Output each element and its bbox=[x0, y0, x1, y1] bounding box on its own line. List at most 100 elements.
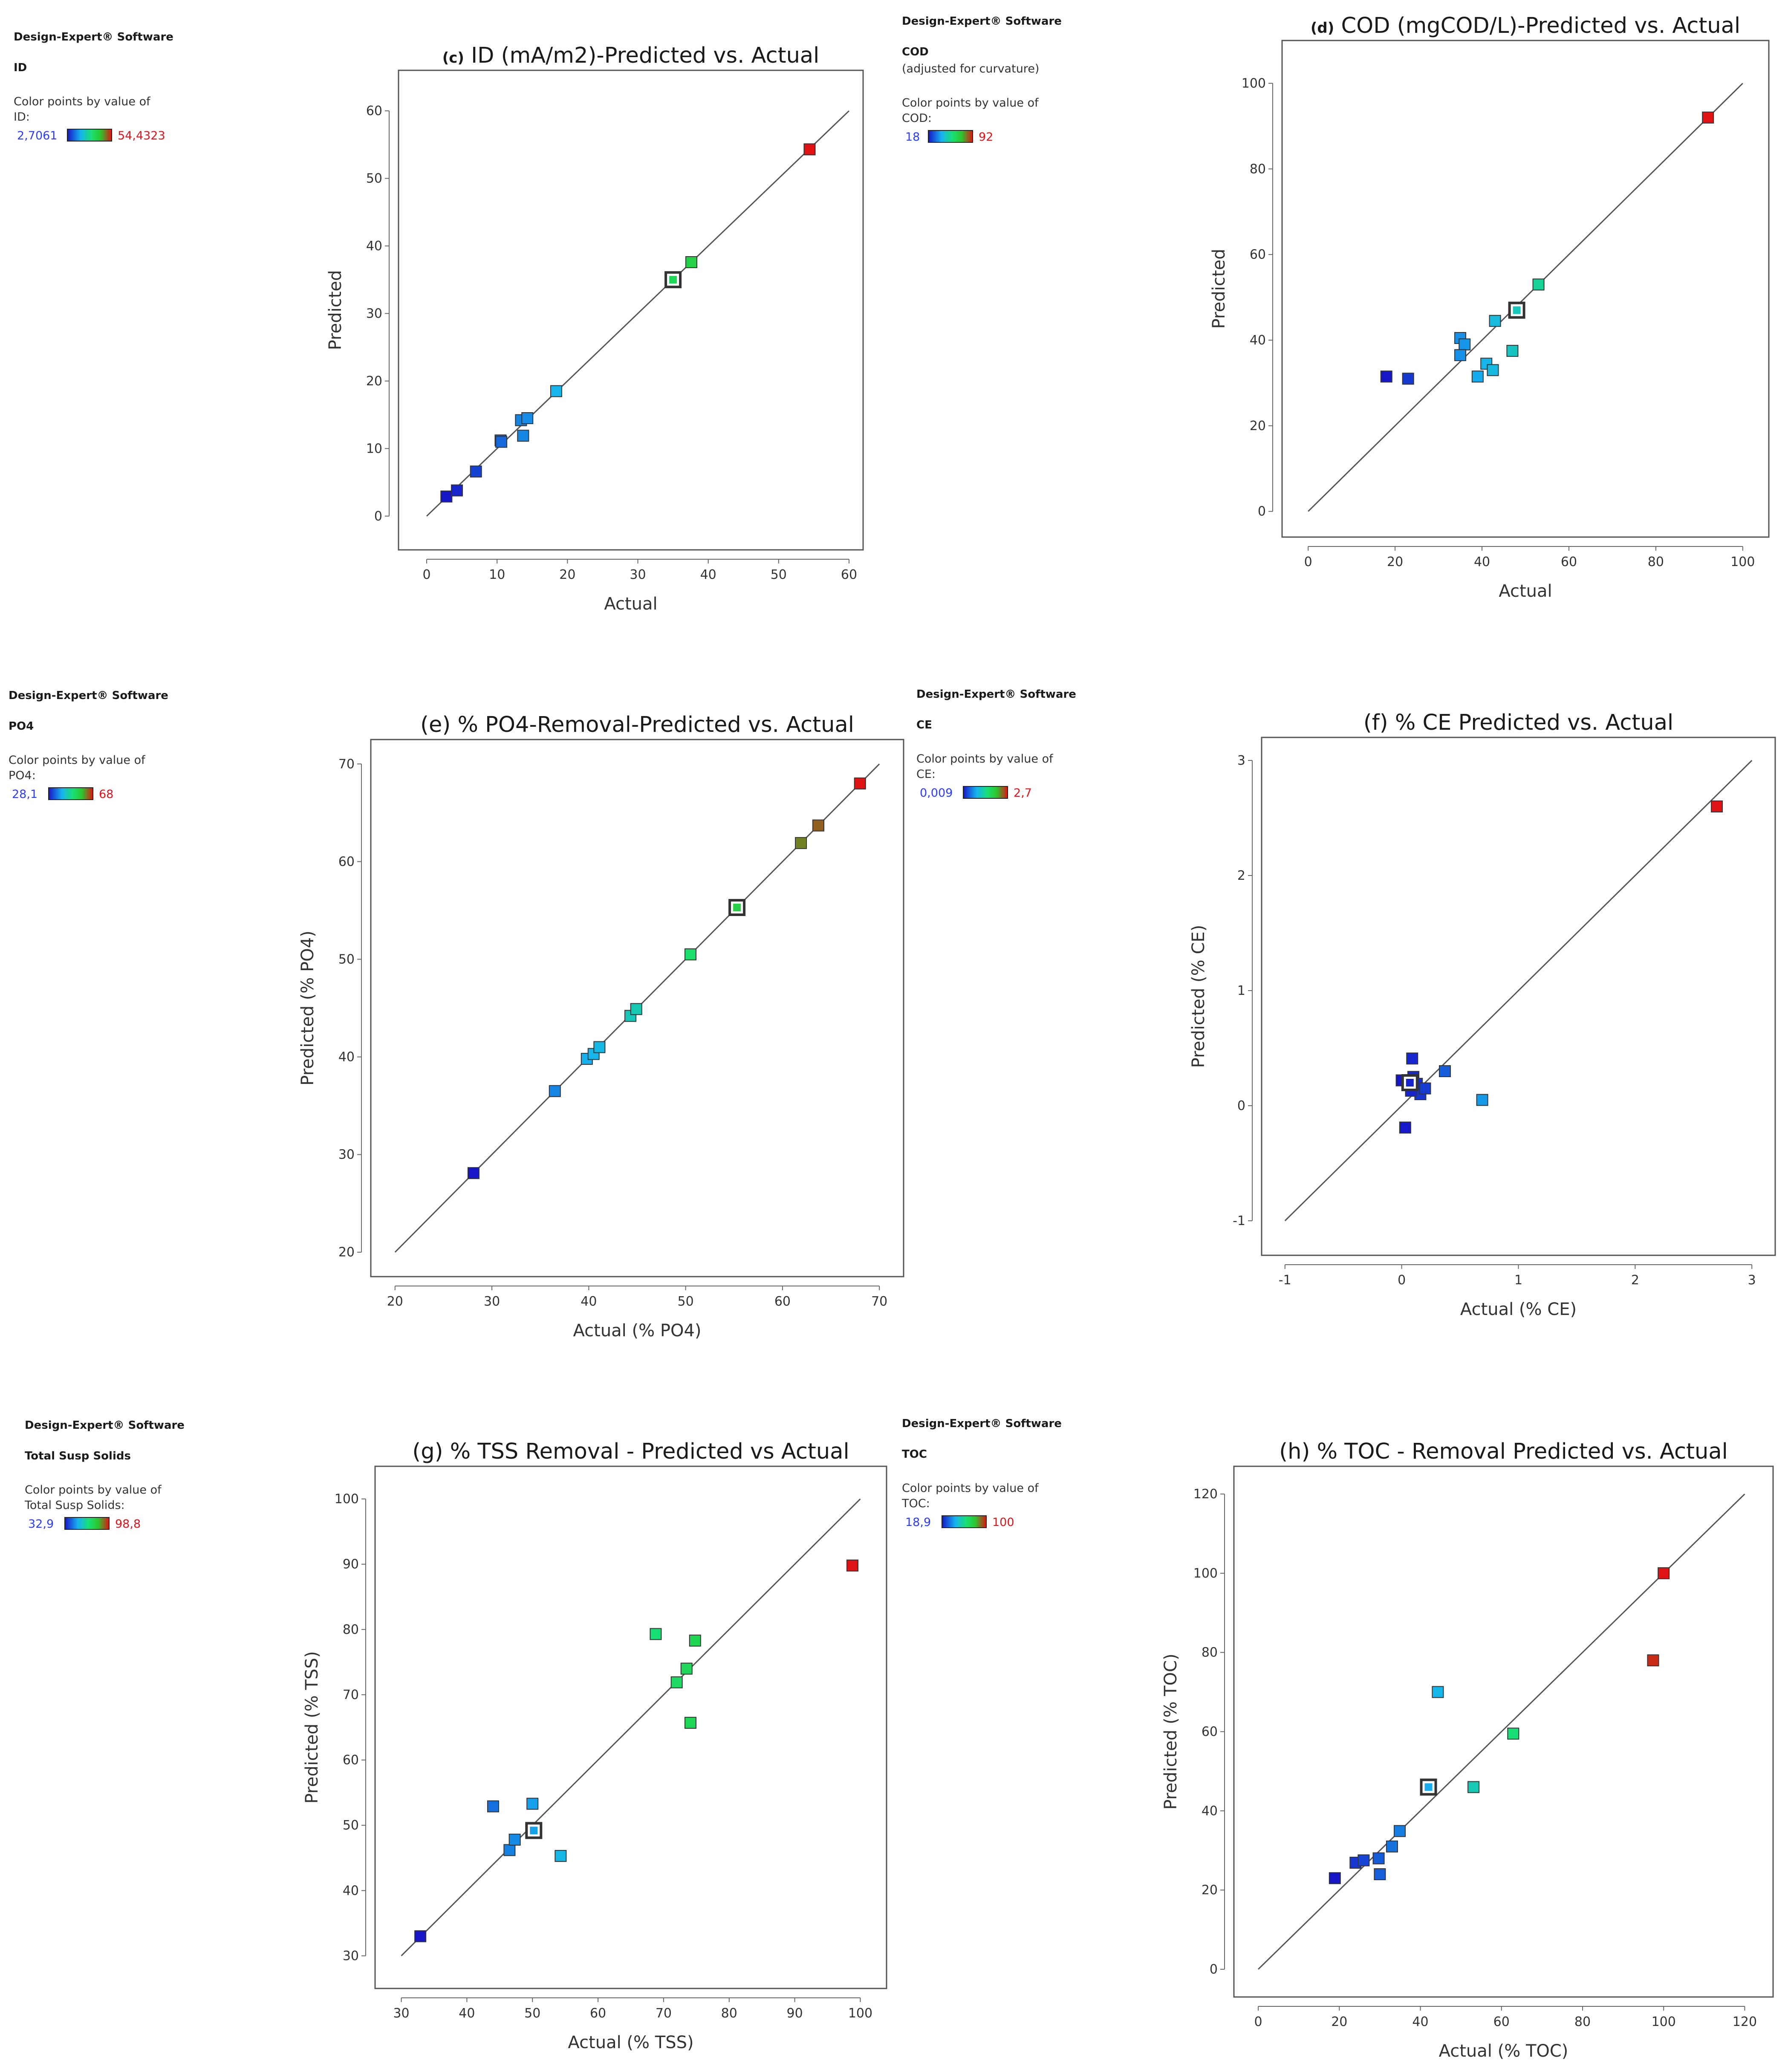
data-point bbox=[630, 1003, 642, 1015]
legend-high-value: 68 bbox=[99, 788, 113, 801]
data-point bbox=[1402, 373, 1414, 385]
chart-panel-2: Design-Expert® Software PO4 Color points b… bbox=[9, 689, 904, 1341]
data-point bbox=[1374, 1868, 1386, 1880]
y-tick-label: 80 bbox=[343, 1622, 359, 1637]
data-point bbox=[803, 143, 816, 156]
x-tick-label: 30 bbox=[630, 567, 646, 582]
y-tick-label: 0 bbox=[374, 509, 382, 524]
y-tick-label: 20 bbox=[366, 374, 382, 389]
chart-title-text: (f) % CE Predicted vs. Actual bbox=[1363, 710, 1673, 735]
data-point bbox=[1386, 1840, 1398, 1852]
x-tick-label: 50 bbox=[771, 567, 787, 582]
y-tick-label: 70 bbox=[343, 1688, 359, 1702]
data-point bbox=[470, 465, 482, 478]
legend-high-value: 98,8 bbox=[115, 1517, 141, 1531]
plot-frame bbox=[1281, 40, 1770, 538]
reference-line bbox=[1284, 760, 1753, 1222]
chart-panel-4: Design-Expert® Software Total Susp Solids… bbox=[24, 1419, 887, 2052]
legend: Design-Expert® Software PO4 Color points b… bbox=[9, 689, 168, 801]
legend-high-value: 92 bbox=[979, 130, 993, 144]
data-point bbox=[1711, 800, 1723, 812]
legend-variable: CE: bbox=[916, 768, 936, 781]
data-point bbox=[1372, 1852, 1385, 1864]
legend-response: COD bbox=[902, 46, 929, 58]
y-tick-label: 40 bbox=[366, 239, 382, 254]
chart-title-prefix: (d) bbox=[1311, 20, 1334, 37]
x-tick-label: 80 bbox=[721, 2006, 737, 2021]
chart-panel-0: Design-Expert® Software ID Color points by… bbox=[14, 31, 864, 614]
y-axis-label: Predicted bbox=[1209, 249, 1229, 329]
x-tick-label: 0 bbox=[1398, 1273, 1406, 1288]
x-tick-label: 100 bbox=[848, 2006, 872, 2021]
x-axis-label: Actual (% TSS) bbox=[568, 2033, 693, 2052]
x-tick-label: 60 bbox=[774, 1294, 791, 1309]
chart-panel-1: Design-Expert® Software COD (adjusted for … bbox=[902, 13, 1770, 601]
y-tick-label: 120 bbox=[1193, 1487, 1218, 1502]
legend-variable: Total Susp Solids: bbox=[24, 1499, 125, 1512]
legend-response: PO4 bbox=[9, 720, 34, 733]
data-point bbox=[495, 436, 508, 448]
legend: Design-Expert® Software Total Susp Solids… bbox=[24, 1419, 185, 1531]
legend-response: TOC bbox=[902, 1448, 927, 1461]
y-tick-label: 40 bbox=[343, 1883, 359, 1898]
plot-frame bbox=[374, 1465, 887, 1989]
legend-variable: PO4: bbox=[9, 769, 36, 782]
x-tick-label: -1 bbox=[1279, 1273, 1291, 1288]
y-tick-label: 50 bbox=[343, 1818, 359, 1833]
y-tick-label: 60 bbox=[1202, 1725, 1218, 1740]
legend-high-value: 54,4323 bbox=[118, 129, 165, 142]
data-point bbox=[1399, 1121, 1411, 1134]
x-tick-label: 20 bbox=[1331, 2014, 1347, 2029]
legend-software: Design-Expert® Software bbox=[902, 1417, 1062, 1430]
legend-color-text: Color points by value of bbox=[25, 1483, 162, 1497]
data-point bbox=[1394, 1825, 1406, 1837]
color-gradient-bar bbox=[67, 129, 112, 142]
legend-response: CE bbox=[916, 719, 932, 731]
legend-high-value: 100 bbox=[992, 1516, 1014, 1529]
data-point bbox=[440, 490, 453, 503]
chart-title-prefix: (c) bbox=[442, 49, 464, 66]
legend-high-value: 2,7 bbox=[1014, 786, 1032, 800]
legend-low-value: 32,9 bbox=[28, 1517, 54, 1531]
x-axis-label: Actual bbox=[604, 594, 657, 614]
x-tick-label: 60 bbox=[841, 567, 857, 582]
chart-title: (c) ID (mA/m2)-Predicted vs. Actual bbox=[442, 43, 820, 68]
plot-frame bbox=[1233, 1465, 1774, 1998]
x-tick-label: 0 bbox=[423, 567, 431, 582]
x-axis-label: Actual (% PO4) bbox=[573, 1321, 701, 1341]
data-point bbox=[1406, 1052, 1418, 1065]
x-tick-label: 1 bbox=[1514, 1273, 1522, 1288]
chart-panel-3: Design-Expert® Software CE Color points by… bbox=[916, 688, 1776, 1319]
chart-title-text: (e) % PO4-Removal-Predicted vs. Actual bbox=[420, 712, 854, 737]
x-tick-label: 70 bbox=[871, 1294, 887, 1309]
x-tick-label: 0 bbox=[1254, 2014, 1262, 2029]
legend-note: (adjusted for curvature) bbox=[902, 62, 1039, 75]
data-point bbox=[854, 777, 866, 790]
data-point bbox=[670, 1676, 683, 1688]
data-point bbox=[1506, 345, 1519, 357]
x-tick-label: 60 bbox=[1561, 555, 1577, 569]
plot-frame bbox=[1261, 737, 1776, 1256]
data-point bbox=[685, 1717, 696, 1729]
legend-variable: ID: bbox=[14, 110, 30, 124]
legend-low-value: 18 bbox=[905, 130, 920, 144]
y-tick-label: 60 bbox=[1250, 247, 1266, 262]
x-tick-label: 40 bbox=[459, 2006, 475, 2021]
x-axis-label: Actual (% TOC) bbox=[1439, 2041, 1568, 2061]
data-point bbox=[467, 1167, 479, 1179]
data-point bbox=[1329, 1872, 1341, 1884]
data-point bbox=[555, 1850, 567, 1862]
data-point bbox=[521, 412, 534, 425]
chart-panel-5: Design-Expert® Software TOC Color points b… bbox=[901, 1417, 1774, 2061]
y-tick-label: 2 bbox=[1237, 868, 1245, 883]
legend-color-text: Color points by value of bbox=[9, 754, 146, 767]
x-tick-label: 30 bbox=[484, 1294, 500, 1309]
y-tick-label: 70 bbox=[338, 757, 355, 772]
legend-response: Total Susp Solids bbox=[25, 1450, 131, 1462]
x-tick-label: 60 bbox=[1493, 2014, 1510, 2029]
y-tick-label: 30 bbox=[343, 1948, 359, 1963]
data-point bbox=[550, 385, 562, 397]
y-tick-label: 40 bbox=[1250, 333, 1266, 348]
y-tick-label: 3 bbox=[1237, 753, 1245, 768]
